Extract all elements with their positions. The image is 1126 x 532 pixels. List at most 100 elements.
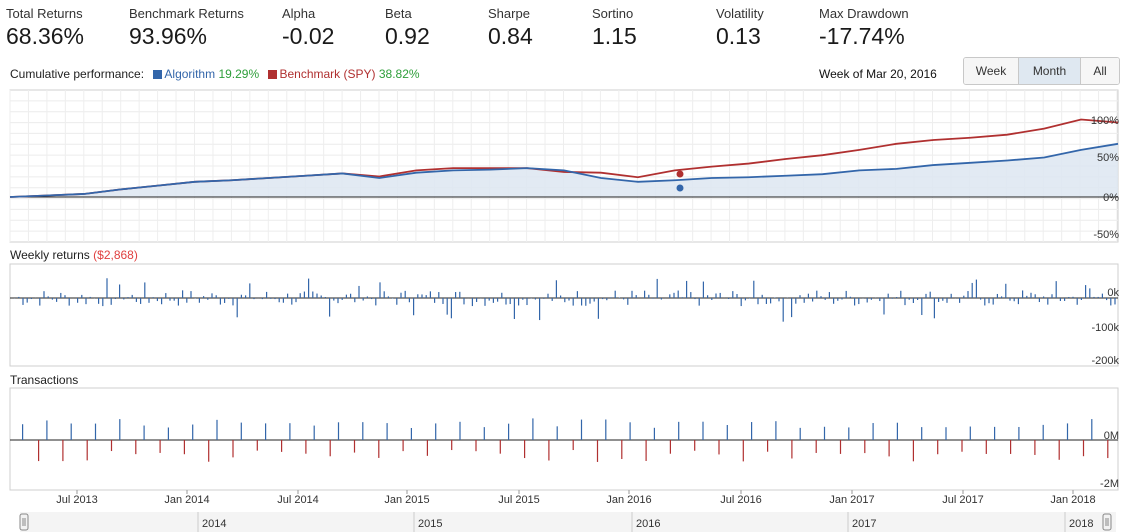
weekly-return-bar	[274, 298, 276, 300]
transaction-sell-bar	[621, 440, 623, 460]
navigator-left-handle-icon[interactable]	[19, 513, 29, 531]
weekly-return-bar	[648, 294, 650, 298]
weekly-return-bar	[127, 297, 129, 298]
transaction-sell-bar	[38, 440, 40, 462]
weekly-return-bar	[56, 298, 58, 302]
weekly-return-bar	[887, 293, 889, 298]
weekly-return-bar	[312, 291, 314, 298]
range-all-button[interactable]: All	[1081, 58, 1119, 84]
weekly-return-bar	[278, 298, 280, 303]
transaction-sell-bar	[86, 440, 88, 461]
weekly-return-bar	[576, 291, 578, 298]
weekly-return-bar	[358, 285, 360, 298]
transaction-sell-bar	[475, 440, 477, 452]
weekly-return-bar	[1085, 285, 1087, 298]
weekly-return-bar	[509, 298, 511, 305]
transaction-buy-bar	[945, 427, 947, 440]
weekly-return-bar	[30, 298, 32, 300]
weekly-return-bar	[988, 298, 990, 304]
transaction-buy-bar	[386, 423, 388, 440]
weekly-return-bar	[64, 295, 66, 298]
transaction-sell-bar	[329, 440, 331, 457]
weekly-return-bar	[589, 298, 591, 304]
weekly-return-bar	[1076, 298, 1078, 305]
transaction-sell-bar	[839, 440, 842, 454]
weekly-return-bar	[240, 294, 242, 298]
weekly-return-bar	[690, 292, 692, 298]
weekly-return-bar	[757, 298, 759, 305]
weekly-returns-panel	[9, 263, 1119, 367]
weekly-return-bar	[820, 296, 822, 298]
transaction-sell-bar	[208, 440, 210, 462]
weekly-return-bar	[413, 298, 415, 316]
stat-value: 93.96%	[129, 23, 208, 49]
range-week-button[interactable]: Week	[964, 58, 1019, 84]
weekly-return-bar	[484, 298, 486, 306]
navigator-year-label: 2015	[418, 518, 442, 530]
stat-label: Volatility	[716, 6, 764, 21]
x-tick-label: Jan 2018	[1050, 494, 1095, 506]
transaction-buy-bar	[580, 419, 583, 440]
y-tick-label: 100%	[1091, 115, 1119, 127]
transaction-sell-bar	[281, 440, 283, 452]
navigator-right-handle-icon[interactable]	[1102, 513, 1112, 531]
transaction-buy-bar	[410, 427, 412, 440]
transaction-buy-bar	[508, 423, 510, 440]
transactions-panel	[9, 387, 1119, 491]
weekly-return-bar	[455, 292, 457, 298]
weekly-return-bar	[379, 282, 381, 298]
weekly-return-bar	[518, 298, 520, 306]
weekly-return-bar	[698, 298, 700, 306]
weekly-return-bar	[744, 298, 746, 301]
x-tick-label: Jul 2015	[498, 494, 540, 506]
transaction-buy-bar	[216, 419, 218, 440]
legend-benchmark-name[interactable]: Benchmark (SPY)	[279, 67, 376, 81]
weekly-return-bar	[534, 298, 536, 300]
transaction-sell-bar	[694, 440, 696, 451]
weekly-return-bar	[190, 291, 192, 298]
weekly-return-bar	[1068, 296, 1070, 298]
transaction-sell-bar	[378, 440, 380, 458]
weekly-return-bar	[1093, 296, 1095, 298]
weekly-return-bar	[421, 294, 423, 298]
weekly-return-bar	[429, 291, 431, 298]
transactions-label: Transactions	[10, 373, 78, 387]
weekly-return-bar	[917, 298, 919, 300]
weekly-return-bar	[618, 297, 620, 298]
weekly-return-bar	[816, 290, 818, 298]
weekly-return-bar	[803, 298, 805, 303]
week-label: Week of Mar 20, 2016	[819, 67, 937, 81]
weekly-return-bar	[169, 298, 171, 301]
weekly-return-bar	[303, 291, 305, 298]
transaction-buy-bar	[94, 423, 97, 440]
weekly-return-bar	[249, 283, 251, 298]
transaction-buy-bar	[751, 422, 753, 440]
y-tick-label: 0k	[1107, 287, 1119, 299]
weekly-return-bar	[282, 298, 284, 303]
weekly-return-bar	[434, 298, 436, 303]
transaction-sell-bar	[985, 440, 987, 454]
weekly-return-bar	[572, 298, 574, 306]
weekly-return-bar	[299, 293, 301, 298]
weekly-return-bar	[459, 291, 461, 298]
stat-label: Benchmark Returns	[129, 6, 244, 21]
weekly-return-bar	[119, 284, 121, 298]
x-tick-label: Jul 2013	[56, 494, 98, 506]
stat-max-drawdown: Max Drawdown -17.74%	[819, 6, 909, 50]
weekly-return-bar	[560, 295, 562, 298]
transaction-buy-bar	[46, 420, 48, 440]
weekly-return-bar	[211, 293, 213, 298]
legend-benchmark-pct: 38.82%	[378, 67, 420, 81]
weekly-return-bar	[946, 298, 948, 303]
transaction-sell-bar	[1010, 440, 1012, 454]
weekly-return-bar	[295, 298, 297, 303]
legend-algorithm-name[interactable]: Algorithm	[164, 67, 216, 81]
x-tick-label: Jul 2014	[277, 494, 319, 506]
weekly-return-bar	[715, 293, 717, 298]
range-month-button[interactable]: Month	[1019, 58, 1081, 84]
weekly-return-bar	[362, 298, 364, 301]
weekly-return-bar	[148, 298, 150, 303]
transaction-sell-bar	[524, 440, 526, 459]
weekly-return-bar	[539, 298, 541, 321]
